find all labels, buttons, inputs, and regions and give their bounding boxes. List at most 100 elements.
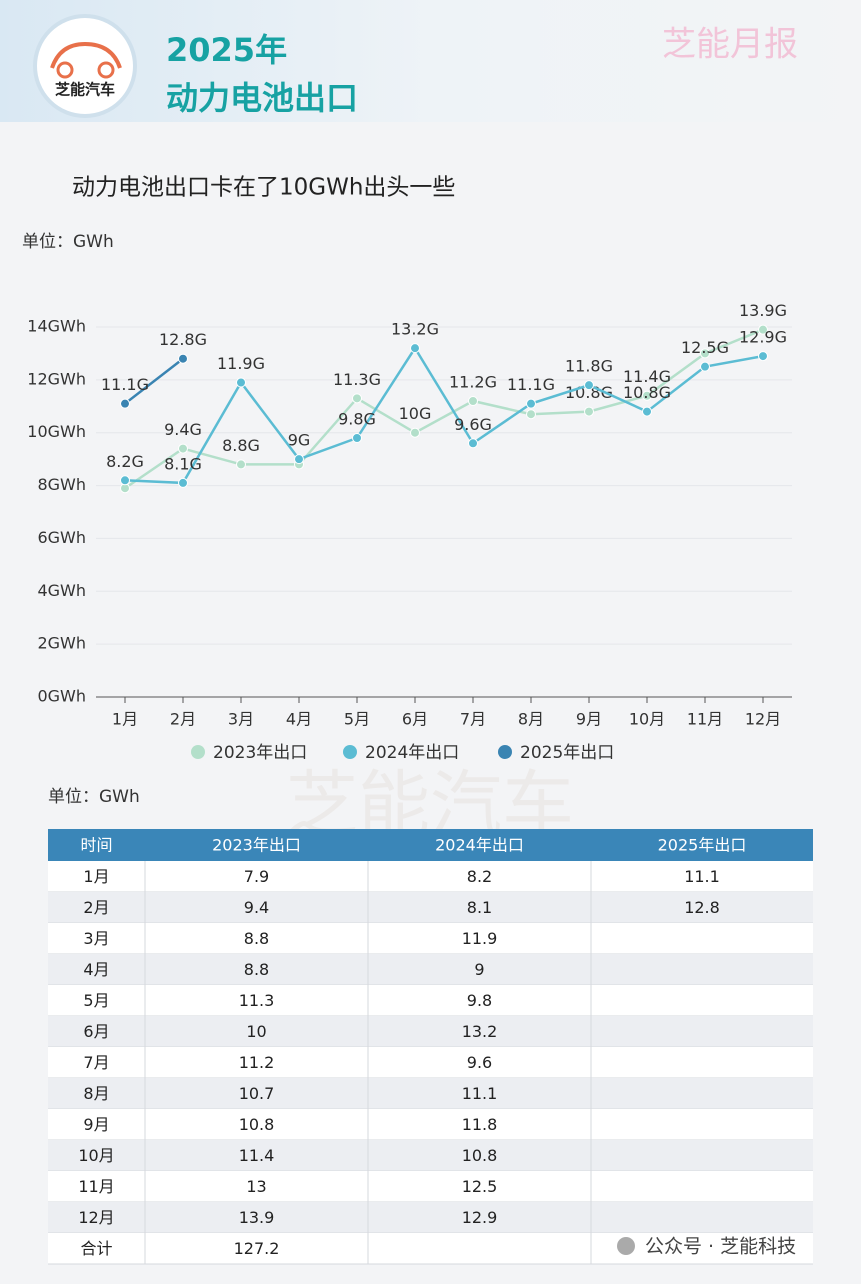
data-label: 11.2G xyxy=(449,373,497,392)
table-cell: 9.8 xyxy=(467,991,492,1010)
data-point xyxy=(526,398,536,409)
data-point xyxy=(236,459,246,470)
y-tick-label: 6GWh xyxy=(37,528,86,547)
x-tick-label: 10月 xyxy=(629,710,665,729)
x-tick-label: 11月 xyxy=(687,710,723,729)
data-label: 9G xyxy=(288,431,311,450)
y-tick-label: 8GWh xyxy=(37,475,86,494)
table-row-bg xyxy=(48,923,813,954)
legend-marker xyxy=(191,745,205,759)
title-line: 2025年 xyxy=(166,31,287,69)
data-label: 10G xyxy=(399,404,432,423)
table-cell: 11.8 xyxy=(462,1115,498,1134)
y-tick-label: 12GWh xyxy=(27,369,86,388)
table-cell: 11.1 xyxy=(684,867,720,886)
x-tick-label: 1月 xyxy=(112,710,138,729)
table-cell: 7月 xyxy=(83,1053,109,1072)
data-label: 11.3G xyxy=(333,370,381,389)
table-cell: 12月 xyxy=(78,1208,114,1227)
data-label: 8.1G xyxy=(164,454,202,473)
legend-marker xyxy=(498,745,512,759)
table-row-bg xyxy=(48,1233,813,1264)
data-label: 10.8G xyxy=(623,383,671,402)
table-row-bg xyxy=(48,985,813,1016)
data-point xyxy=(700,348,710,359)
y-tick-label: 2GWh xyxy=(37,634,86,653)
logo-text: 芝能汽车 xyxy=(55,81,115,99)
table-header-cell: 2024年出口 xyxy=(435,836,524,855)
data-label: 8.2G xyxy=(106,452,144,471)
table-cell: 13.9 xyxy=(239,1208,275,1227)
table-cell: 5月 xyxy=(83,991,109,1010)
series-line xyxy=(124,328,764,490)
table-row-bg xyxy=(48,861,813,892)
table-cell: 8.1 xyxy=(467,898,492,917)
table-row-bg xyxy=(48,1140,813,1171)
table-cell: 9.4 xyxy=(244,898,269,917)
table-cell: 4月 xyxy=(83,960,109,979)
table-cell: 11.9 xyxy=(462,929,498,948)
x-tick-label: 9月 xyxy=(576,710,602,729)
data-label: 11.1G xyxy=(101,375,149,394)
data-point xyxy=(352,433,362,443)
table-row-bg xyxy=(48,1047,813,1078)
table-cell: 10月 xyxy=(78,1146,114,1165)
logo-wheel xyxy=(97,61,115,79)
table-cell: 12.5 xyxy=(462,1177,498,1196)
table-row-bg xyxy=(48,1016,813,1047)
logo-wheel xyxy=(56,61,74,79)
data-point xyxy=(700,361,710,372)
y-tick-label: 10GWh xyxy=(27,422,86,441)
data-label: 13.2G xyxy=(391,320,439,339)
logo xyxy=(33,14,137,118)
data-point xyxy=(758,351,768,362)
table-row-bg xyxy=(48,1171,813,1202)
data-point xyxy=(352,393,362,404)
x-tick-label: 5月 xyxy=(344,710,370,729)
table-header-bg xyxy=(48,829,813,861)
table-cell: 10.7 xyxy=(239,1084,275,1103)
chart-title: 动力电池出口卡在了10GWh出头一些 xyxy=(72,175,455,201)
x-tick-label: 6月 xyxy=(402,710,428,729)
table-cell: 11.3 xyxy=(239,991,275,1010)
data-point xyxy=(236,377,246,388)
x-tick-label: 2月 xyxy=(170,710,196,729)
data-point xyxy=(584,406,594,417)
table-header-cell: 时间 xyxy=(80,836,112,855)
table-cell: 8.8 xyxy=(244,929,269,948)
x-tick-label: 7月 xyxy=(460,710,486,729)
unit-label: 单位：GWh xyxy=(22,232,114,252)
x-tick-label: 3月 xyxy=(228,710,254,729)
table-row-bg xyxy=(48,1202,813,1233)
table-cell: 10.8 xyxy=(462,1146,498,1165)
table-cell: 8.8 xyxy=(244,960,269,979)
table-cell: 8.2 xyxy=(467,867,492,886)
table-cell: 2月 xyxy=(83,898,109,917)
data-label: 13.9G xyxy=(739,301,787,320)
table-cell: 13 xyxy=(246,1177,266,1196)
data-label: 9.8G xyxy=(338,410,376,429)
unit-label: 单位：GWh xyxy=(48,787,140,807)
data-point xyxy=(120,398,130,409)
x-tick-label: 12月 xyxy=(745,710,781,729)
data-label: 12.8G xyxy=(159,330,207,349)
data-point xyxy=(178,443,188,454)
data-label: 9.4G xyxy=(164,420,202,439)
brand: 芝能月报 xyxy=(662,25,798,65)
data-point xyxy=(468,396,478,406)
table-row-bg xyxy=(48,954,813,985)
table-row-bg xyxy=(48,1109,813,1140)
title-line: 动力电池出口 xyxy=(166,79,358,117)
legend-label: 2025年出口 xyxy=(520,743,614,763)
table-cell: 9月 xyxy=(83,1115,109,1134)
table-cell: 10.8 xyxy=(239,1115,275,1134)
footer: 公众号 · 芝能科技 xyxy=(645,1236,796,1258)
legend-label: 2023年出口 xyxy=(213,743,307,763)
data-label: 11.9G xyxy=(217,354,265,373)
table-cell: 合计 xyxy=(80,1239,112,1258)
series-line xyxy=(124,357,184,405)
table-header-cell: 2025年出口 xyxy=(658,836,747,855)
data-label: 12.9G xyxy=(739,328,787,347)
data-point xyxy=(410,427,420,438)
